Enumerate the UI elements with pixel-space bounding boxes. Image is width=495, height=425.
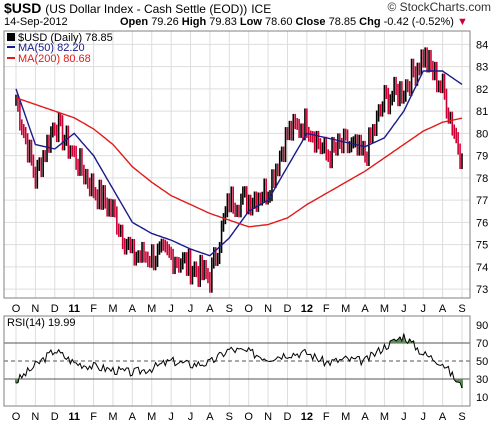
rsi-x-tick-label: J xyxy=(420,411,426,423)
rsi-panel-frame xyxy=(3,315,471,407)
price-x-tick-label: J xyxy=(420,303,426,315)
close-label: Close xyxy=(295,16,326,28)
rsi-x-tick-label: J xyxy=(168,411,174,423)
price-x-tick-label: D xyxy=(51,303,59,315)
price-x-tick-label: O xyxy=(244,303,253,315)
price-tick-label: 81 xyxy=(476,106,488,118)
symbol-text: $USD xyxy=(4,0,42,16)
legend: $USD (Daily) 78.85 MA(50) 82.20 MA(200) … xyxy=(7,32,113,329)
ma50-line xyxy=(15,70,463,257)
price-x-tick-label: A xyxy=(439,303,447,315)
price-x-tick-label: J xyxy=(168,303,174,315)
rsi-x-tick-label: D xyxy=(51,411,59,423)
marks xyxy=(15,47,463,389)
price-x-tick-label: M xyxy=(380,303,389,315)
rsi-tick-label: 10 xyxy=(476,392,488,404)
price-tick-label: 73 xyxy=(476,284,488,296)
close-value: 78.85 xyxy=(328,16,357,28)
legend-ma200: MA(200) 80.68 xyxy=(18,53,91,65)
price-x-tick-label: M xyxy=(341,303,350,315)
price-x-tick-label: N xyxy=(31,303,39,315)
price-x-tick-label: M xyxy=(108,303,117,315)
open-label: Open xyxy=(120,16,149,28)
price-x-tick-label: A xyxy=(206,303,214,315)
legend-ma50: MA(50) 82.20 xyxy=(18,42,85,54)
high-value: 79.83 xyxy=(209,16,237,28)
rsi-x-tick-label: M xyxy=(108,411,117,423)
rsi-x-tick-label: N xyxy=(31,411,39,423)
rsi-label: RSI(14) 19.99 xyxy=(7,317,75,329)
price-tick-label: 79 xyxy=(476,151,488,163)
price-x-tick-label: D xyxy=(284,303,292,315)
rsi-x-tick-label: M xyxy=(380,411,389,423)
rsi-x-tick-label: A xyxy=(439,411,447,423)
legend-price: $USD (Daily) 78.85 xyxy=(18,32,113,44)
symbol-description: (US Dollar Index - Cash Settle (EOD)) xyxy=(45,2,248,16)
rsi-tick-label: 70 xyxy=(476,338,488,350)
axes: 7374757677787980818283841030507090OONNDD… xyxy=(12,39,489,423)
price-x-tick-label: O xyxy=(12,303,21,315)
rsi-x-tick-label: N xyxy=(264,411,272,423)
ohlc-readout: Open 79.26 High 79.83 Low 78.60 Close 78… xyxy=(120,16,468,28)
rsi-x-tick-label: 11 xyxy=(68,411,80,423)
rsi-x-tick-label: S xyxy=(458,411,465,423)
low-label: Low xyxy=(239,16,262,28)
legend-price-swatch xyxy=(7,33,15,41)
price-x-tick-label: F xyxy=(323,303,330,315)
price-tick-label: 74 xyxy=(476,262,488,274)
price-tick-label: 76 xyxy=(476,217,488,229)
price-tick-label: 77 xyxy=(476,195,488,207)
rsi-tick-label: 90 xyxy=(476,320,488,332)
price-tick-label: 80 xyxy=(476,128,488,140)
rsi-x-tick-label: M xyxy=(341,411,350,423)
rsi-tick-label: 50 xyxy=(476,356,488,368)
rsi-line xyxy=(15,332,463,389)
chart-date: 14-Sep-2012 xyxy=(4,16,68,28)
price-tick-label: 83 xyxy=(476,62,488,74)
rsi-tick-label: 30 xyxy=(476,374,488,386)
price-x-tick-label: N xyxy=(264,303,272,315)
price-x-tick-label: F xyxy=(90,303,97,315)
rsi-x-tick-label: A xyxy=(361,411,369,423)
ma200-line xyxy=(15,97,463,228)
price-x-tick-label: 12 xyxy=(301,303,313,315)
price-x-tick-label: S xyxy=(226,303,233,315)
exchange-text: ICE xyxy=(251,2,272,16)
chart-symbol: $USD (US Dollar Index - Cash Settle (EOD… xyxy=(4,0,271,16)
rsi-x-tick-label: S xyxy=(226,411,233,423)
high-label: High xyxy=(181,16,207,28)
rsi-x-tick-label: F xyxy=(90,411,97,423)
down-arrow-icon: ▼ xyxy=(457,16,468,28)
price-x-tick-label: M xyxy=(147,303,156,315)
chg-label: Chg xyxy=(359,16,381,28)
price-x-tick-label: J xyxy=(401,303,407,315)
rsi-x-tick-label: J xyxy=(401,411,407,423)
price-tick-label: 78 xyxy=(476,173,488,185)
price-panel-frame xyxy=(3,30,471,299)
price-x-tick-label: S xyxy=(458,303,465,315)
watermark: © StockCharts.com xyxy=(387,0,491,14)
rsi-x-tick-label: A xyxy=(129,411,137,423)
price-tick-label: 84 xyxy=(476,39,488,51)
rsi-x-tick-label: M xyxy=(147,411,156,423)
price-tick-label: 75 xyxy=(476,240,488,252)
rsi-x-tick-label: D xyxy=(284,411,292,423)
open-value: 79.26 xyxy=(151,16,179,28)
price-x-tick-label: A xyxy=(129,303,137,315)
rsi-x-tick-label: O xyxy=(244,411,253,423)
rsi-x-tick-label: A xyxy=(206,411,214,423)
price-x-tick-label: J xyxy=(188,303,194,315)
price-x-tick-label: 11 xyxy=(68,303,80,315)
price-x-tick-label: A xyxy=(361,303,369,315)
rsi-x-tick-label: J xyxy=(188,411,194,423)
rsi-x-tick-label: O xyxy=(12,411,21,423)
price-tick-label: 82 xyxy=(476,84,488,96)
rsi-x-tick-label: F xyxy=(323,411,330,423)
rsi-x-tick-label: 12 xyxy=(301,411,313,423)
chg-value: -0.42 (-0.52%) xyxy=(383,16,454,28)
low-value: 78.60 xyxy=(264,16,293,28)
